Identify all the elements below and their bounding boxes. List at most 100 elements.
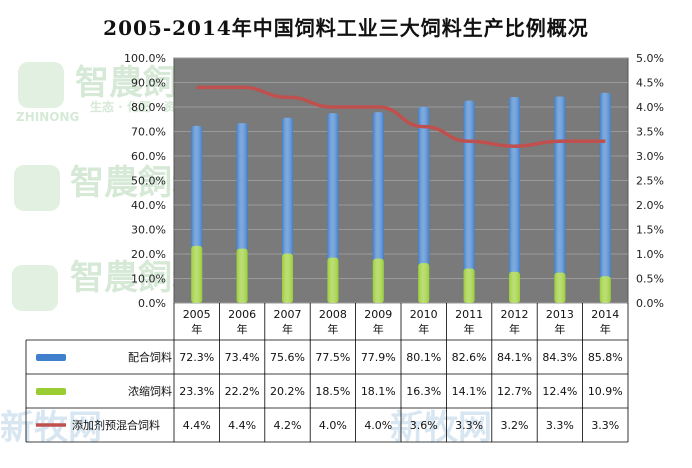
data-label: 12.4% bbox=[542, 385, 577, 398]
left-tick-label: 30.0% bbox=[131, 224, 166, 237]
category-label-unit: 年 bbox=[418, 322, 429, 336]
data-label: 82.6% bbox=[452, 351, 487, 364]
category-label: 2006 bbox=[228, 308, 256, 321]
data-label: 3.3% bbox=[455, 419, 483, 432]
data-label: 4.2% bbox=[274, 419, 302, 432]
right-tick-label: 4.0% bbox=[636, 101, 664, 114]
left-tick-label: 40.0% bbox=[131, 199, 166, 212]
data-label: 20.2% bbox=[270, 385, 305, 398]
data-label: 18.5% bbox=[315, 385, 350, 398]
right-tick-label: 3.5% bbox=[636, 126, 664, 139]
category-label: 2007 bbox=[274, 308, 302, 321]
bar-highlight bbox=[463, 100, 475, 303]
left-tick-label: 60.0% bbox=[131, 150, 166, 163]
bar-highlight bbox=[327, 257, 339, 303]
right-tick-label: 2.0% bbox=[636, 199, 664, 212]
category-label-unit: 年 bbox=[237, 322, 248, 336]
left-tick-label: 90.0% bbox=[131, 77, 166, 90]
data-label: 4.4% bbox=[183, 419, 211, 432]
zhinong-logo-icon-2 bbox=[14, 165, 60, 211]
legend-series-name: 配合饲料 bbox=[128, 350, 172, 364]
left-tick-label: 10.0% bbox=[131, 273, 166, 286]
bar-highlight bbox=[463, 268, 475, 303]
left-tick-label: 70.0% bbox=[131, 126, 166, 139]
legend-series-name: 添加剂预混合饲料 bbox=[72, 418, 160, 432]
data-label: 18.1% bbox=[361, 385, 396, 398]
data-label: 84.3% bbox=[542, 351, 577, 364]
data-label: 23.3% bbox=[179, 385, 214, 398]
right-tick-label: 1.5% bbox=[636, 224, 664, 237]
legend-key-bar bbox=[36, 388, 66, 395]
left-tick-label: 80.0% bbox=[131, 101, 166, 114]
bar-highlight bbox=[372, 258, 384, 303]
category-label: 2014 bbox=[591, 308, 619, 321]
data-label: 77.9% bbox=[361, 351, 396, 364]
line-tianjiaji bbox=[196, 85, 606, 148]
category-label-unit: 年 bbox=[327, 322, 338, 336]
zhinong-logo-icon-3 bbox=[12, 265, 58, 311]
bar-highlight bbox=[599, 276, 611, 303]
right-tick-label: 5.0% bbox=[636, 52, 664, 65]
right-tick-label: 4.5% bbox=[636, 77, 664, 90]
left-tick-label: 20.0% bbox=[131, 248, 166, 261]
category-label-unit: 年 bbox=[373, 322, 384, 336]
bar-highlight bbox=[509, 96, 520, 303]
data-label: 3.6% bbox=[410, 419, 438, 432]
bar-highlight bbox=[236, 248, 248, 303]
category-label: 2012 bbox=[501, 308, 529, 321]
data-label: 12.7% bbox=[497, 385, 532, 398]
category-label: 2011 bbox=[455, 308, 483, 321]
watermark-logo-text: ZHINONG bbox=[16, 110, 80, 124]
right-tick-label: 1.0% bbox=[636, 248, 664, 261]
data-label: 3.3% bbox=[591, 419, 619, 432]
bar-highlight bbox=[509, 271, 520, 303]
bar-highlight bbox=[191, 245, 203, 303]
category-label: 2009 bbox=[364, 308, 392, 321]
data-label: 72.3% bbox=[179, 351, 214, 364]
category-label: 2013 bbox=[546, 308, 574, 321]
data-label: 77.5% bbox=[315, 351, 350, 364]
left-tick-label: 50.0% bbox=[131, 175, 166, 188]
data-label: 10.9% bbox=[588, 385, 623, 398]
left-tick-label: 100.0% bbox=[124, 52, 166, 65]
watermark-site-2: 新牧网 bbox=[390, 408, 492, 448]
category-label: 2010 bbox=[410, 308, 438, 321]
bar-highlight bbox=[372, 112, 384, 304]
chart-title: 2005-2014年中国饲料工业三大饲料生产比例概况 bbox=[103, 16, 589, 40]
category-label-unit: 年 bbox=[282, 322, 293, 336]
bar-highlight bbox=[599, 92, 611, 303]
data-label: 4.0% bbox=[364, 419, 392, 432]
data-label: 3.2% bbox=[501, 419, 529, 432]
watermark-site-1: 新牧网 bbox=[0, 408, 102, 448]
data-label: 3.3% bbox=[546, 419, 574, 432]
category-label-unit: 年 bbox=[509, 322, 520, 336]
data-label: 80.1% bbox=[406, 351, 441, 364]
data-label: 22.2% bbox=[225, 385, 260, 398]
left-tick-label: 0.0% bbox=[138, 297, 166, 310]
data-label: 73.4% bbox=[225, 351, 260, 364]
data-label: 14.1% bbox=[452, 385, 487, 398]
data-label: 16.3% bbox=[406, 385, 441, 398]
data-label: 84.1% bbox=[497, 351, 532, 364]
bar-highlight bbox=[418, 263, 430, 303]
category-label-unit: 年 bbox=[464, 322, 475, 336]
bar-highlight bbox=[554, 96, 566, 303]
bar-highlight bbox=[327, 113, 339, 303]
category-label-unit: 年 bbox=[600, 322, 611, 336]
legend-key-bar bbox=[36, 354, 66, 361]
bar-highlight bbox=[418, 106, 430, 303]
bar-highlight bbox=[282, 253, 293, 303]
data-label: 75.6% bbox=[270, 351, 305, 364]
legend-series-name: 浓缩饲料 bbox=[128, 384, 172, 398]
zhinong-logo-icon bbox=[18, 62, 64, 108]
category-label: 2008 bbox=[319, 308, 347, 321]
category-label-unit: 年 bbox=[191, 322, 202, 336]
right-tick-label: 0.0% bbox=[636, 297, 664, 310]
data-label: 85.8% bbox=[588, 351, 623, 364]
right-tick-label: 3.0% bbox=[636, 150, 664, 163]
category-label-unit: 年 bbox=[554, 322, 565, 336]
data-label: 4.0% bbox=[319, 419, 347, 432]
right-tick-label: 0.5% bbox=[636, 273, 664, 286]
